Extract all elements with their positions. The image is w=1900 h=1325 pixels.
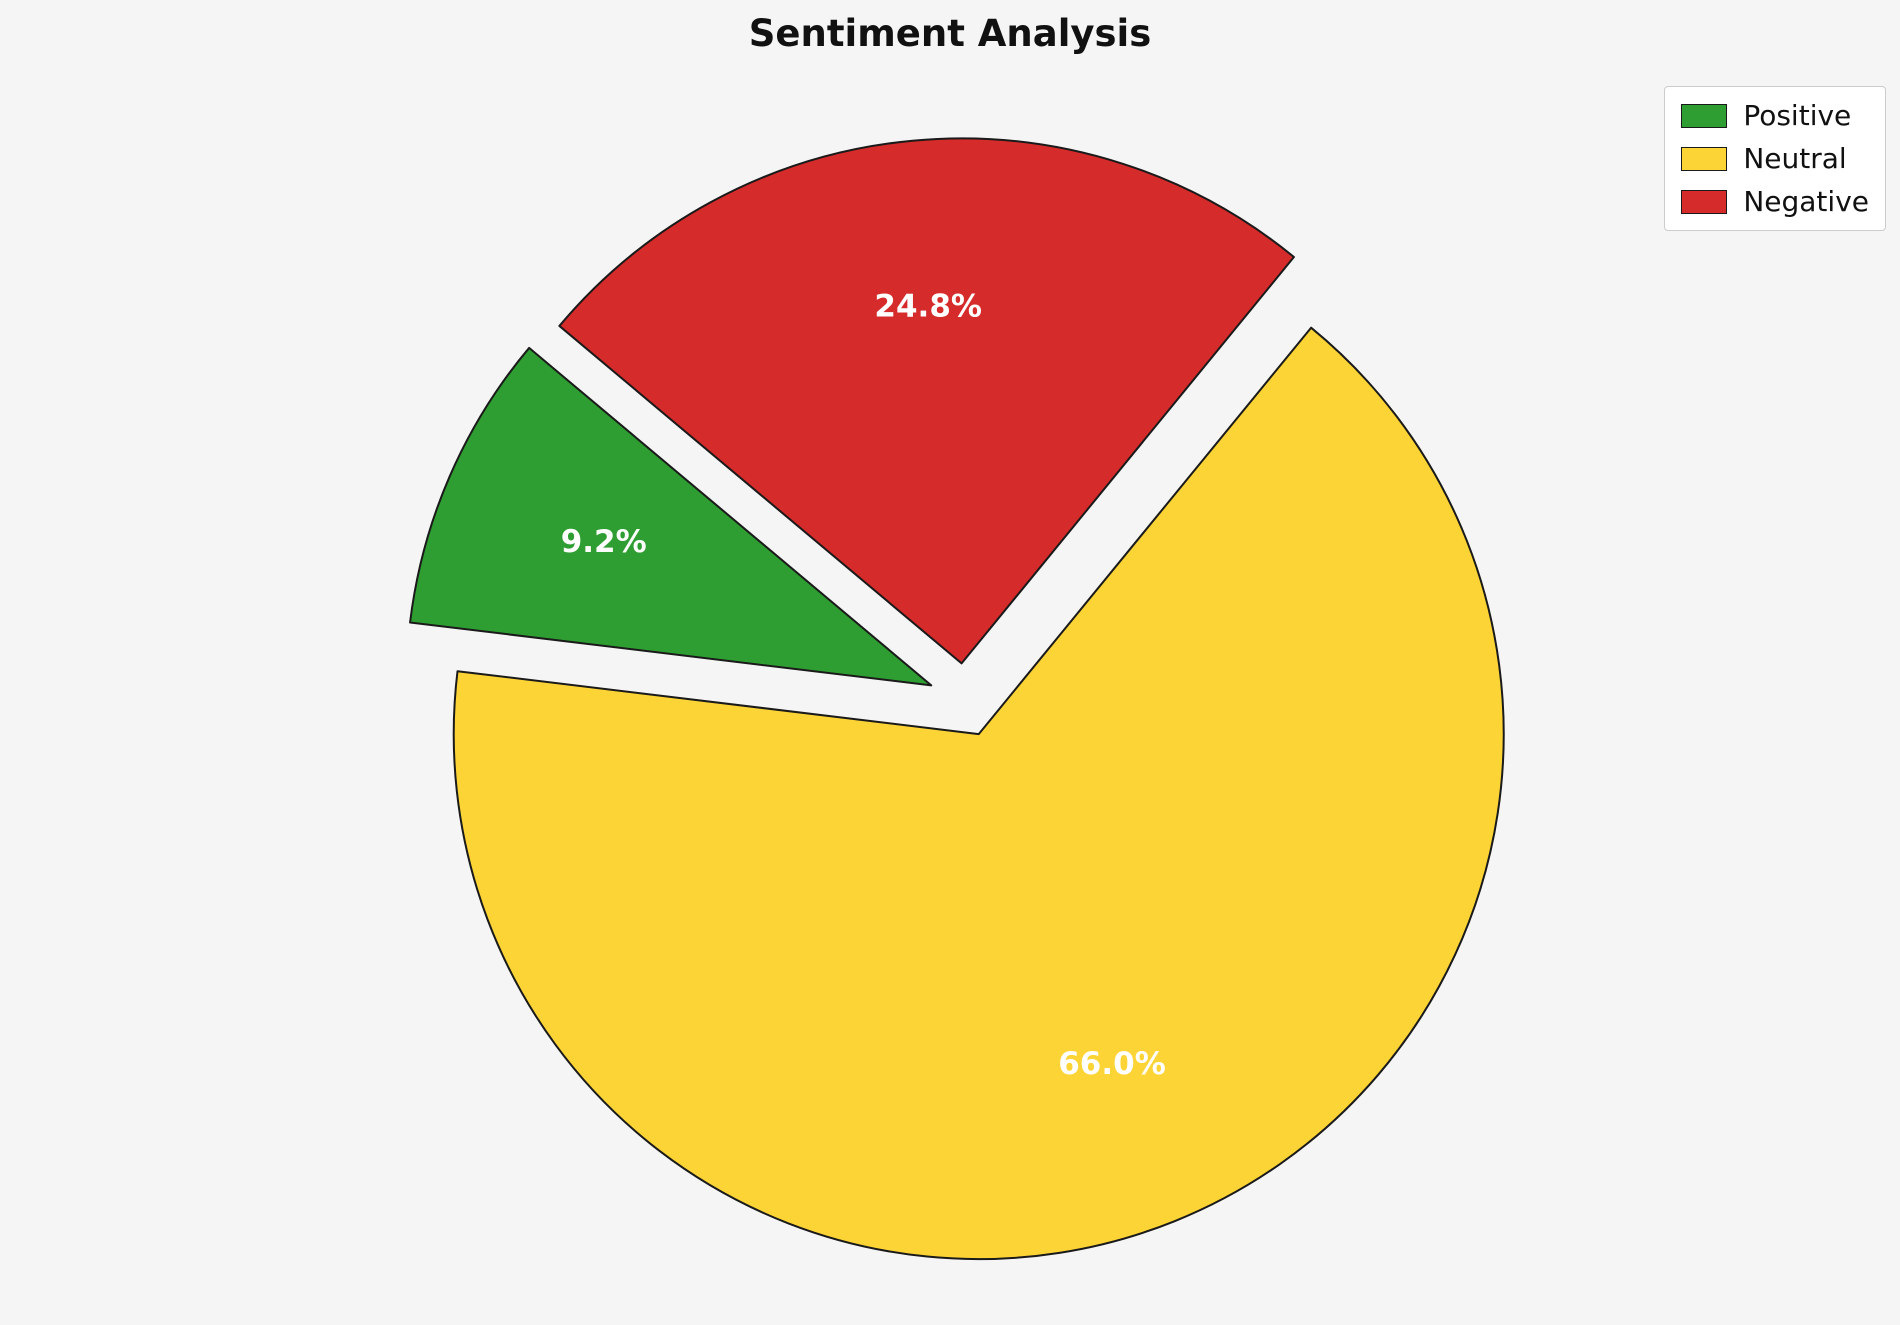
pie-percent-label-negative: 24.8% bbox=[874, 289, 982, 325]
pie-slice-neutral bbox=[452, 326, 1505, 1261]
legend-label-negative: Negative bbox=[1743, 185, 1869, 218]
legend-item-negative: Negative bbox=[1681, 185, 1869, 218]
chart-title: Sentiment Analysis bbox=[748, 12, 1152, 55]
legend-item-positive: Positive bbox=[1681, 99, 1869, 132]
legend-swatch-negative bbox=[1681, 189, 1728, 214]
legend-label-positive: Positive bbox=[1743, 99, 1852, 132]
pie-percent-label-neutral: 66.0% bbox=[1058, 1046, 1166, 1082]
legend-label-neutral: Neutral bbox=[1743, 142, 1847, 175]
legend: Positive Neutral Negative bbox=[1664, 86, 1886, 231]
pie-slice-negative bbox=[558, 137, 1295, 665]
pie-slice-positive bbox=[409, 346, 933, 687]
legend-swatch-positive bbox=[1681, 103, 1728, 128]
legend-item-neutral: Neutral bbox=[1681, 142, 1869, 175]
pie-percent-label-positive: 9.2% bbox=[561, 524, 647, 560]
legend-swatch-neutral bbox=[1681, 146, 1728, 171]
